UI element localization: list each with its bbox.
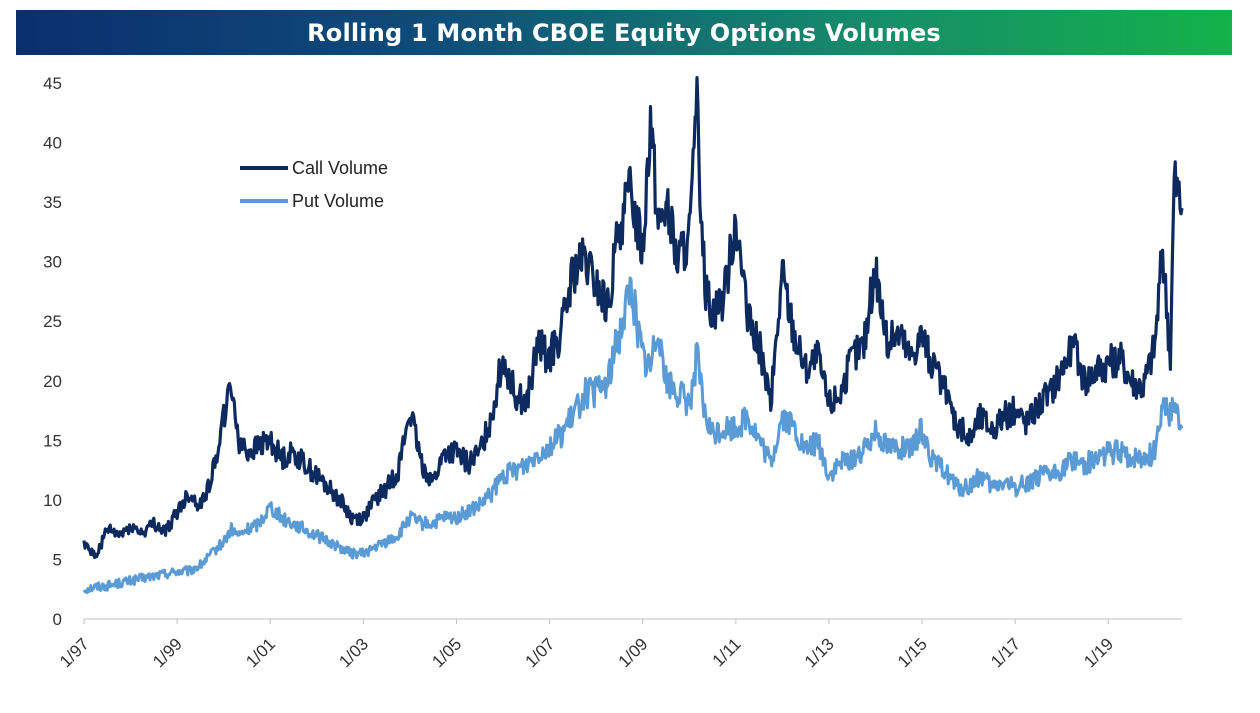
chart-title: Rolling 1 Month CBOE Equity Options Volu… bbox=[307, 18, 941, 47]
x-tick-label: 1/19 bbox=[1080, 634, 1117, 671]
y-tick-label: 20 bbox=[43, 372, 62, 391]
x-tick-label: 1/97 bbox=[56, 634, 93, 671]
series-lines bbox=[82, 76, 1184, 595]
y-tick-label: 40 bbox=[43, 134, 62, 153]
x-tick-label: 1/01 bbox=[242, 634, 279, 671]
y-tick-label: 15 bbox=[43, 431, 62, 450]
y-tick-label: 0 bbox=[53, 610, 62, 629]
x-tick-label: 1/13 bbox=[801, 634, 838, 671]
call-volume-line bbox=[82, 76, 1184, 560]
x-tick-label: 1/99 bbox=[149, 634, 186, 671]
x-tick-label: 1/05 bbox=[428, 634, 465, 671]
y-tick-label: 45 bbox=[43, 74, 62, 93]
legend: Call Volume Put Volume bbox=[240, 158, 388, 211]
y-tick-label: 35 bbox=[43, 193, 62, 212]
legend-label: Put Volume bbox=[292, 191, 384, 211]
y-tick-label: 30 bbox=[43, 253, 62, 272]
legend-label: Call Volume bbox=[292, 158, 388, 178]
put-volume-line bbox=[82, 276, 1184, 595]
y-tick-label: 5 bbox=[53, 550, 62, 569]
x-tick-label: 1/07 bbox=[522, 634, 559, 671]
x-tick-label: 1/09 bbox=[615, 634, 652, 671]
x-tick-label: 1/15 bbox=[894, 634, 931, 671]
y-tick-label: 10 bbox=[43, 491, 62, 510]
y-tick-label: 25 bbox=[43, 312, 62, 331]
x-tick-label: 1/17 bbox=[987, 634, 1024, 671]
x-tick-label: 1/11 bbox=[709, 634, 745, 670]
chart-title-banner: Rolling 1 Month CBOE Equity Options Volu… bbox=[16, 10, 1232, 55]
x-tick-label: 1/03 bbox=[335, 634, 372, 671]
